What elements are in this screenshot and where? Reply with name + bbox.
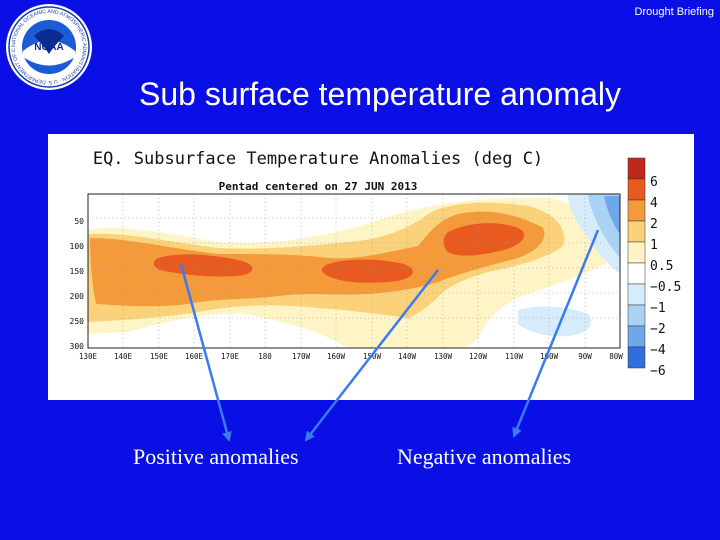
header-tag: Drought Briefing [634, 6, 715, 18]
x-tick-label: 160E [185, 352, 204, 361]
noaa-logo: NATIONAL OCEANIC AND ATMOSPHERIC ADMINIS… [4, 2, 92, 90]
legend-label: 1 [650, 238, 658, 253]
x-tick-label: 90W [578, 352, 592, 361]
legend-swatch [627, 304, 646, 327]
x-tick-label: 140E [114, 352, 133, 361]
logo-center-text: NOAA [34, 42, 63, 53]
x-tick-label: 120W [469, 352, 488, 361]
anomaly-figure: EQ. Subsurface Temperature Anomalies (de… [48, 134, 694, 400]
y-tick-label: 100 [70, 242, 85, 251]
x-tick-label: 110W [505, 352, 524, 361]
y-tick-label: 300 [70, 342, 85, 351]
x-tick-label: 160W [327, 352, 346, 361]
legend-label: −6 [650, 364, 666, 379]
y-tick-label: 200 [70, 292, 85, 301]
x-tick-label: 170E [221, 352, 240, 361]
contour-band-4-east [443, 223, 525, 256]
legend-swatch [627, 262, 646, 285]
legend-swatch [627, 241, 646, 264]
negative-anomalies-label: Negative anomalies [397, 444, 572, 469]
legend-swatch [627, 178, 646, 201]
legend-label: 6 [650, 175, 658, 190]
anomaly-figure-canvas: EQ. Subsurface Temperature Anomalies (de… [70, 149, 682, 379]
y-tick-label: 250 [70, 317, 85, 326]
legend-swatch [627, 346, 646, 369]
x-tick-label: 80W [609, 352, 623, 361]
legend-swatch [627, 325, 646, 348]
legend-label: 2 [650, 217, 658, 232]
contour-band-neg-east-3 [604, 196, 620, 234]
x-tick-label: 170W [292, 352, 311, 361]
x-tick-label: 150W [363, 352, 382, 361]
legend-label: −4 [650, 343, 666, 358]
legend-label: −2 [650, 322, 666, 337]
figure-title: EQ. Subsurface Temperature Anomalies (de… [93, 149, 543, 169]
legend-swatch [627, 283, 646, 306]
y-tick-label: 50 [74, 217, 84, 226]
legend-label: −1 [650, 301, 666, 316]
legend-swatch [627, 220, 646, 243]
legend-swatch [627, 199, 646, 222]
slide-title: Sub surface temperature anomaly [138, 76, 622, 112]
x-tick-label: 180 [258, 352, 272, 361]
figure-subtitle: Pentad centered on 27 JUN 2013 [219, 180, 418, 193]
legend-label: 0.5 [650, 259, 673, 274]
y-tick-label: 150 [70, 267, 85, 276]
legend: 6 4 2 1 0.5 −0.5 −1 −2 −4 −6 [627, 157, 681, 379]
positive-anomalies-label: Positive anomalies [133, 444, 299, 469]
x-tick-label: 140W [398, 352, 417, 361]
x-tick-label: 130E [79, 352, 98, 361]
legend-label: −0.5 [650, 280, 681, 295]
legend-label: 4 [650, 196, 658, 211]
x-tick-label: 100W [540, 352, 559, 361]
x-tick-label: 130W [434, 352, 453, 361]
legend-swatch [627, 157, 646, 180]
x-tick-label: 150E [150, 352, 169, 361]
